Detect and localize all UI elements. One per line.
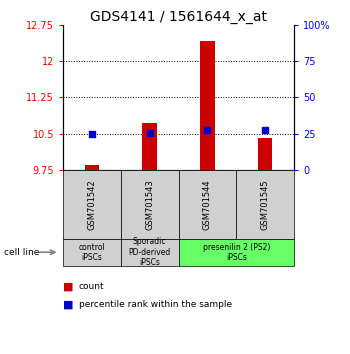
- Text: GSM701544: GSM701544: [203, 179, 212, 230]
- Point: [262, 127, 268, 133]
- Title: GDS4141 / 1561644_x_at: GDS4141 / 1561644_x_at: [90, 10, 267, 24]
- Text: presenilin 2 (PS2)
iPSCs: presenilin 2 (PS2) iPSCs: [203, 242, 270, 262]
- Text: cell line: cell line: [4, 248, 39, 257]
- Bar: [85, 165, 99, 170]
- Point: [204, 127, 210, 133]
- Text: GSM701543: GSM701543: [145, 179, 154, 230]
- Bar: [200, 41, 215, 170]
- Text: GSM701542: GSM701542: [88, 179, 96, 230]
- Point: [147, 130, 152, 136]
- Text: control
iPSCs: control iPSCs: [78, 242, 105, 262]
- Text: percentile rank within the sample: percentile rank within the sample: [79, 300, 232, 309]
- Text: count: count: [79, 282, 104, 291]
- Text: Sporadic
PD-derived
iPSCs: Sporadic PD-derived iPSCs: [128, 237, 171, 267]
- Text: GSM701545: GSM701545: [261, 179, 270, 230]
- Bar: [258, 137, 272, 170]
- Text: ■: ■: [63, 282, 74, 292]
- Text: ■: ■: [63, 299, 74, 309]
- Bar: [142, 123, 157, 170]
- Point: [89, 131, 95, 136]
